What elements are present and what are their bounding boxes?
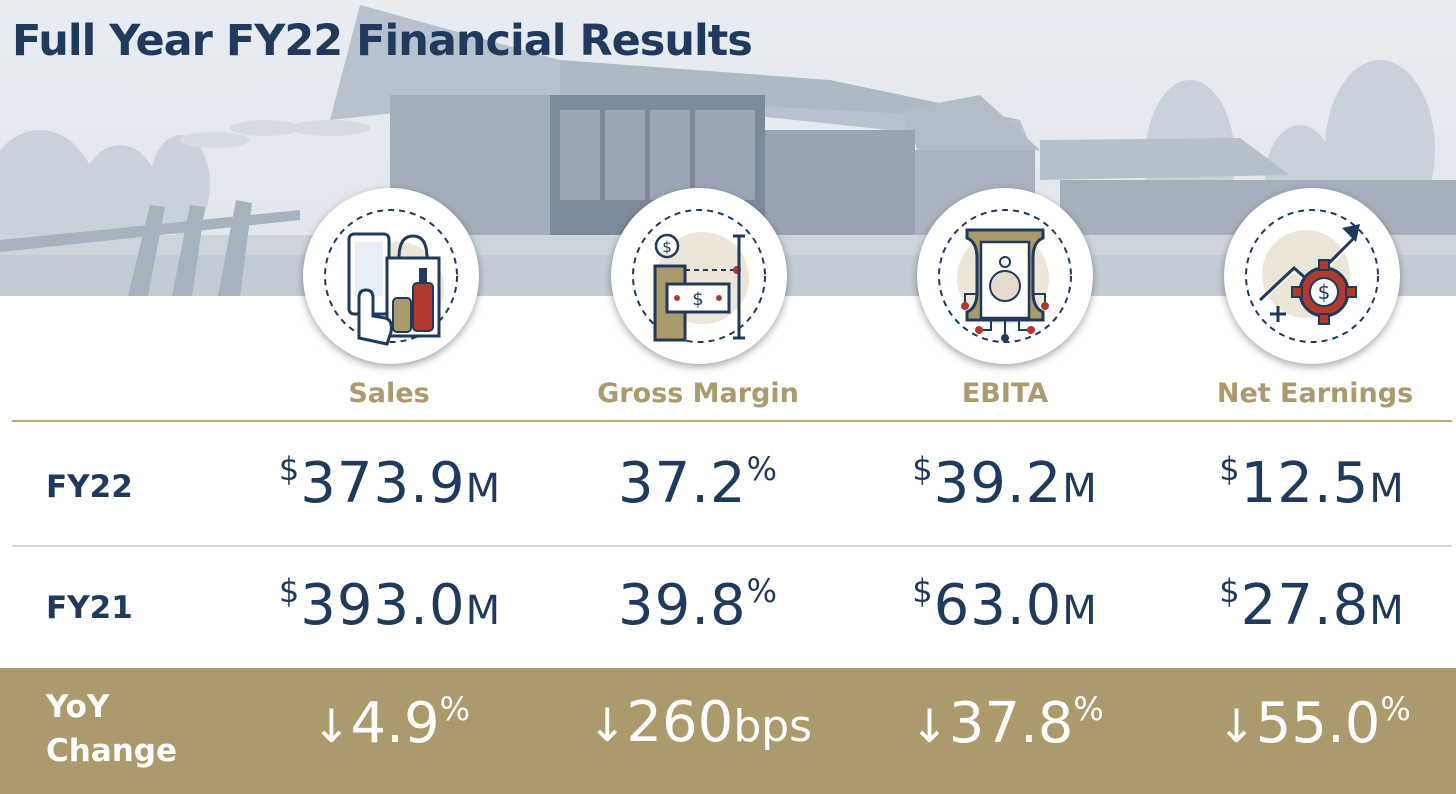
column-header-gross-margin: Gross Margin (597, 378, 799, 409)
row-label-fy21: FY21 (46, 590, 133, 626)
svg-text:$: $ (692, 289, 703, 310)
header-divider (12, 420, 1452, 422)
row-divider (12, 545, 1452, 547)
yoy-gross-margin-change: ↓260bps (587, 690, 813, 755)
fy22-gross-margin-value: 37.2% (617, 450, 779, 516)
fy21-net-earnings-value: $27.8M (1219, 572, 1405, 638)
svg-text:$: $ (662, 238, 672, 256)
yoy-sales-change: ↓4.9% (311, 690, 470, 756)
yoy-ebita-change: ↓37.8% (910, 690, 1104, 756)
yoy-change-band (0, 668, 1456, 794)
row-label-yoy-change: YoY Change (46, 689, 178, 769)
row-label-fy22: FY22 (46, 469, 133, 505)
svg-text:$: $ (1318, 280, 1331, 304)
fy21-ebita-value: $63.0M (912, 572, 1098, 638)
margin-cash-icon: $ $ (611, 188, 787, 364)
down-arrow-icon: ↓ (910, 699, 949, 753)
down-arrow-icon: ↓ (311, 699, 351, 753)
fy21-gross-margin-value: 39.8% (617, 572, 779, 638)
page-title: Full Year FY22 Financial Results (12, 16, 753, 66)
column-header-ebita: EBITA (961, 378, 1049, 409)
down-arrow-icon: ↓ (587, 698, 627, 752)
fy22-ebita-value: $39.2M (912, 450, 1098, 516)
column-header-sales: Sales (348, 378, 430, 409)
shopping-bag-phone-icon (303, 188, 479, 364)
growth-gear-dollar-icon: $ (1224, 188, 1400, 364)
fy22-sales-value: $373.9M (278, 450, 502, 516)
down-arrow-icon: ↓ (1217, 699, 1256, 753)
fy21-sales-value: $393.0M (278, 572, 502, 638)
fy22-net-earnings-value: $12.5M (1219, 450, 1405, 516)
column-header-net-earnings: Net Earnings (1216, 378, 1414, 409)
yoy-net-earnings-change: ↓55.0% (1217, 690, 1411, 756)
money-circuit-icon (917, 188, 1093, 364)
